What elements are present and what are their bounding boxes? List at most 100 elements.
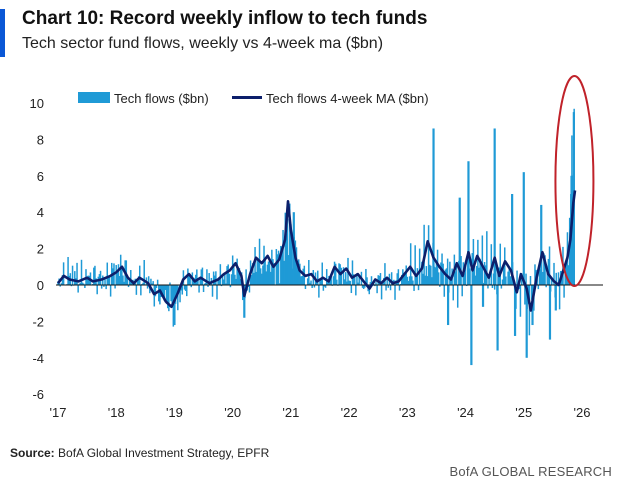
weekly-bar [370, 276, 373, 285]
weekly-bar [309, 282, 311, 285]
weekly-bar [121, 266, 123, 285]
weekly-bar [537, 285, 540, 290]
weekly-bar-spike [493, 128, 496, 285]
weekly-bar [542, 271, 544, 285]
weekly-bar [455, 265, 458, 285]
weekly-bar [334, 263, 337, 285]
weekly-bar [427, 225, 430, 285]
weekly-bar [422, 273, 424, 285]
weekly-bar [151, 283, 153, 285]
weekly-bar [117, 264, 120, 285]
weekly-bar [122, 275, 124, 285]
weekly-bar [77, 285, 79, 293]
x-tick-label: '18 [108, 405, 125, 420]
weekly-bar [327, 282, 329, 285]
weekly-bar [116, 272, 119, 285]
x-tick-label: '25 [515, 405, 532, 420]
weekly-bar [412, 280, 414, 285]
weekly-bar [546, 270, 549, 285]
weekly-bar [150, 278, 152, 285]
weekly-bar [361, 285, 364, 288]
weekly-bar [505, 276, 507, 285]
weekly-bar [105, 285, 107, 290]
weekly-bar [348, 280, 350, 285]
weekly-bar [123, 281, 125, 285]
weekly-bar [158, 285, 160, 302]
weekly-bar [495, 259, 497, 285]
weekly-bar [179, 285, 181, 303]
weekly-bar [272, 259, 274, 285]
y-tick-label: 4 [37, 205, 44, 220]
weekly-bar [449, 261, 451, 285]
weekly-bar [202, 285, 205, 293]
weekly-bar [374, 285, 376, 287]
weekly-bar [152, 281, 154, 285]
weekly-bar [256, 260, 259, 285]
weekly-bar [538, 264, 541, 285]
weekly-bar [477, 239, 479, 285]
weekly-bar [301, 275, 303, 285]
weekly-bar [472, 239, 475, 285]
weekly-bar [255, 271, 257, 285]
x-tick-label: '26 [574, 405, 591, 420]
weekly-bar [126, 278, 129, 285]
weekly-bar-spike [481, 285, 485, 307]
weekly-bar [394, 285, 396, 300]
weekly-bar [480, 262, 482, 285]
weekly-bar [284, 212, 287, 285]
x-axis-ticks: '17 '18 '19 '20 '21 '22 '23 '24 '25 '26 [50, 405, 591, 420]
weekly-bar [159, 285, 161, 305]
y-axis-ticks: 10 8 6 4 2 0 -2 -4 -6 [30, 96, 44, 402]
weekly-bar [493, 285, 496, 290]
weekly-bar [503, 247, 506, 285]
weekly-bar [556, 285, 559, 287]
x-tick-label: '21 [282, 405, 299, 420]
weekly-bar [492, 273, 495, 285]
weekly-bar [189, 277, 191, 285]
weekly-bar [208, 273, 210, 285]
weekly-bar [61, 275, 64, 285]
weekly-bar [181, 285, 184, 295]
weekly-bar [417, 285, 420, 291]
weekly-bar [440, 262, 442, 285]
weekly-bar [324, 285, 327, 288]
weekly-bar [106, 262, 109, 285]
weekly-bar [351, 260, 354, 285]
weekly-bar [143, 260, 145, 285]
weekly-bar [94, 265, 96, 285]
weekly-bar [398, 285, 401, 291]
weekly-bar [153, 285, 156, 307]
weekly-bar [183, 285, 186, 290]
weekly-bar [263, 245, 265, 285]
weekly-bar [443, 285, 446, 297]
weekly-bar [456, 285, 459, 308]
weekly-bar [175, 285, 178, 294]
weekly-bar [486, 231, 488, 285]
weekly-bar [136, 278, 139, 285]
weekly-bar [424, 275, 426, 285]
weekly-bar [281, 251, 283, 285]
weekly-bar [478, 267, 480, 285]
weekly-bar [184, 285, 187, 291]
weekly-bar [340, 267, 343, 285]
legend-label-weekly: Tech flows ($bn) [114, 91, 209, 106]
y-tick-label: 8 [37, 132, 44, 147]
weekly-bar [112, 268, 114, 285]
weekly-bar [131, 281, 133, 285]
weekly-bar [323, 285, 326, 287]
weekly-bar [130, 269, 132, 285]
weekly-bar [481, 235, 484, 285]
weekly-flow-bars [57, 108, 575, 366]
weekly-bar [237, 270, 240, 285]
weekly-bar [278, 283, 281, 285]
weekly-bar [396, 273, 399, 285]
brand-footer: BofA GLOBAL RESEARCH [449, 464, 612, 479]
weekly-bar [450, 278, 452, 285]
weekly-bar [108, 277, 111, 285]
weekly-bar-spike [540, 204, 543, 285]
weekly-bar [261, 273, 263, 285]
weekly-bar [164, 285, 167, 291]
weekly-bar-spike [522, 172, 525, 285]
weekly-bar [357, 282, 359, 285]
weekly-bar [276, 254, 279, 285]
